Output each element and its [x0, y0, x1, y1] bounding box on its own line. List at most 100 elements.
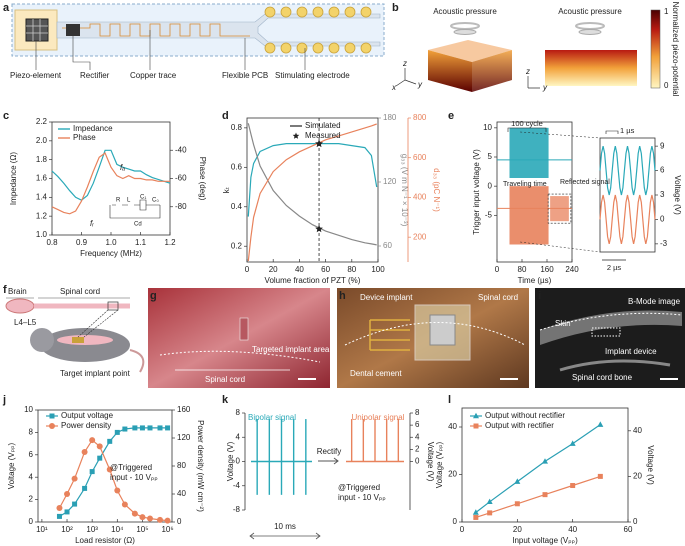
- marker: [114, 429, 120, 435]
- x-tick-label: 40: [568, 525, 577, 534]
- y-tick-label: 40: [633, 426, 642, 435]
- marker: [164, 517, 171, 524]
- panel-label: e: [448, 110, 454, 122]
- colorbar-tick: 1: [664, 7, 669, 16]
- x-tick-label: 1.2: [164, 238, 176, 247]
- marker: [114, 487, 121, 494]
- panel-label: a: [3, 2, 10, 14]
- f-label: Brain: [8, 287, 27, 296]
- x-tick-label: 80: [518, 265, 527, 274]
- marker: [49, 423, 55, 429]
- marker: [473, 514, 479, 520]
- circuit-label: C₀: [152, 198, 159, 204]
- y-tick-label: 1.6: [36, 174, 48, 183]
- x-tick-label: 80: [347, 265, 356, 274]
- x-tick-label: 10⁵: [136, 525, 148, 534]
- marker: [157, 516, 164, 523]
- marker: [542, 458, 548, 464]
- x-tick-label: 20: [269, 265, 278, 274]
- y-tick-label: 60: [383, 241, 392, 250]
- annotation: Reflected signal: [560, 179, 610, 186]
- series-line: [51, 149, 171, 201]
- series-line: [475, 475, 601, 518]
- marker: [157, 425, 163, 431]
- a-label: Copper trace: [130, 71, 177, 80]
- y-tick-label: 4: [415, 432, 420, 441]
- x-tick-label: 1.1: [135, 238, 147, 247]
- y-tick-label: 0: [488, 181, 493, 190]
- plot-frame: [246, 117, 379, 263]
- panel-label: b: [392, 2, 399, 14]
- y-tick-label: 4: [236, 432, 241, 441]
- marker: [64, 509, 70, 515]
- x-tick-label: 0.9: [76, 238, 88, 247]
- marker: [89, 469, 95, 475]
- panel-label: k: [222, 394, 229, 406]
- marker: [514, 478, 521, 484]
- y-tick-label: 600: [413, 153, 427, 162]
- y-tick-label: 0.8: [231, 123, 243, 132]
- y-axis-title: Impedance (Ω): [9, 152, 18, 205]
- series-label: Unipolar signal: [352, 413, 405, 422]
- legend-label: Impedance: [73, 124, 113, 133]
- burst: [550, 196, 569, 222]
- legend-label: Output voltage: [61, 411, 114, 420]
- y-tick-label: 6: [660, 166, 665, 175]
- series-line: [247, 123, 377, 246]
- burst: [509, 186, 549, 245]
- y-tick-label: 8: [29, 428, 34, 437]
- y-tick-label: 6: [29, 450, 34, 459]
- colorbar-tick: 0: [664, 81, 669, 90]
- scale-bar: [249, 532, 321, 540]
- y-tick-label: 3: [660, 190, 665, 199]
- y-tick-label: 10: [483, 123, 492, 132]
- marker: [64, 491, 71, 497]
- annotation: fₐ: [120, 163, 125, 172]
- series-line: [51, 152, 170, 215]
- marker: [56, 513, 62, 519]
- a-label: Piezo-element: [10, 71, 62, 80]
- x-tick-label: 60: [321, 265, 330, 274]
- y-tick-label: 0: [453, 517, 458, 526]
- y-tick-label: 9: [660, 141, 665, 150]
- panel-b-drawing: [395, 9, 661, 92]
- marker: [82, 485, 88, 491]
- annotation: 10 ms: [274, 522, 296, 531]
- panel-label: c: [3, 110, 9, 122]
- x-tick-label: 10⁶: [161, 525, 173, 534]
- marker: [165, 425, 171, 431]
- b-label: Acoustic pressure: [558, 7, 622, 16]
- marker: [139, 425, 145, 431]
- zoom-lines: [520, 131, 601, 253]
- burst: [509, 127, 549, 178]
- f-label: Spinal cord: [60, 287, 100, 296]
- i-label: B-Mode image: [628, 297, 681, 306]
- marker: [56, 505, 63, 511]
- x-tick-label: 0: [460, 525, 465, 534]
- marker: [487, 510, 493, 516]
- y-tick-label: 8: [236, 408, 241, 417]
- measured-star: [315, 224, 323, 233]
- circuit: [109, 199, 161, 219]
- y-tick-label: -40: [175, 145, 187, 154]
- marker: [97, 455, 103, 461]
- marker: [570, 483, 576, 489]
- marker: [147, 515, 154, 522]
- series-line: [475, 424, 601, 513]
- circuit-label: C₁: [140, 195, 146, 201]
- marker: [49, 413, 55, 419]
- panel-label: j: [2, 394, 6, 406]
- x-tick-label: 10²: [61, 525, 73, 534]
- i-label: Spinal cord bone: [572, 373, 633, 382]
- legend-label: Simulated: [305, 121, 341, 130]
- plot-frame: [461, 407, 629, 523]
- marker: [486, 498, 493, 505]
- x-tick-label: 240: [565, 265, 579, 274]
- f-label: L4–L5: [14, 318, 37, 327]
- y-tick-label: 40: [177, 489, 186, 498]
- y-tick-label: 2: [415, 444, 420, 453]
- y-tick-label: -4: [233, 481, 241, 490]
- x-axis-title: Frequency (MHz): [80, 249, 142, 258]
- legend-label: Output without rectifier: [485, 411, 565, 420]
